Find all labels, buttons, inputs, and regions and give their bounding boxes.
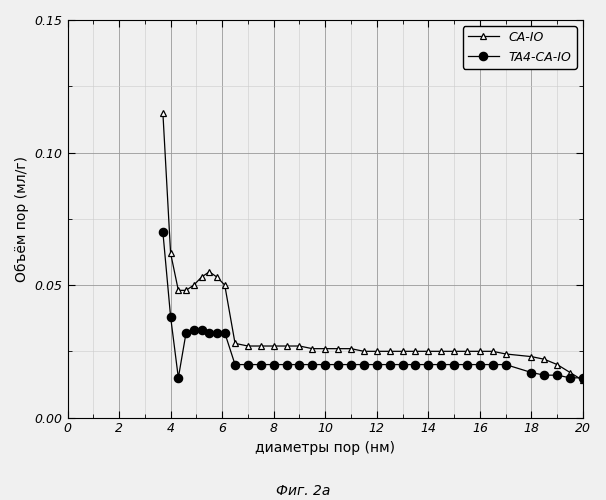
Line: TA4-CA-IO: TA4-CA-IO [159,228,587,382]
CA-IO [283,343,290,349]
TA4-CA-IO [322,362,329,368]
Line: CA-IO: CA-IO [159,110,587,384]
CA-IO [175,288,182,294]
TA4-CA-IO [438,362,445,368]
CA-IO [579,378,587,384]
CA-IO [450,348,458,354]
TA4-CA-IO [412,362,419,368]
CA-IO [205,269,213,275]
TA4-CA-IO [373,362,381,368]
TA4-CA-IO [567,375,574,381]
CA-IO [412,348,419,354]
TA4-CA-IO [159,229,167,235]
CA-IO [296,343,303,349]
TA4-CA-IO [221,330,228,336]
CA-IO [182,288,190,294]
TA4-CA-IO [464,362,471,368]
TA4-CA-IO [502,362,509,368]
TA4-CA-IO [579,375,587,381]
CA-IO [438,348,445,354]
CA-IO [425,348,432,354]
TA4-CA-IO [167,314,175,320]
TA4-CA-IO [335,362,342,368]
CA-IO [554,362,561,368]
TA4-CA-IO [308,362,316,368]
Y-axis label: Объём пор (мл/г): Объём пор (мл/г) [15,156,29,282]
CA-IO [476,348,484,354]
CA-IO [373,348,381,354]
CA-IO [190,282,198,288]
TA4-CA-IO [182,330,190,336]
TA4-CA-IO [175,375,182,381]
CA-IO [399,348,406,354]
TA4-CA-IO [244,362,251,368]
CA-IO [464,348,471,354]
TA4-CA-IO [213,330,221,336]
CA-IO [257,343,264,349]
CA-IO [308,346,316,352]
Legend: CA-IO, TA4-CA-IO: CA-IO, TA4-CA-IO [462,26,577,68]
TA4-CA-IO [554,372,561,378]
TA4-CA-IO [296,362,303,368]
CA-IO [213,274,221,280]
CA-IO [322,346,329,352]
TA4-CA-IO [205,330,213,336]
TA4-CA-IO [190,327,198,333]
TA4-CA-IO [386,362,393,368]
CA-IO [270,343,278,349]
TA4-CA-IO [270,362,278,368]
CA-IO [231,340,239,346]
CA-IO [528,354,535,360]
Text: Фиг. 2a: Фиг. 2a [276,484,330,498]
TA4-CA-IO [347,362,355,368]
X-axis label: диаметры пор (нм): диаметры пор (нм) [255,441,395,455]
TA4-CA-IO [450,362,458,368]
CA-IO [335,346,342,352]
TA4-CA-IO [476,362,484,368]
TA4-CA-IO [425,362,432,368]
TA4-CA-IO [399,362,406,368]
CA-IO [489,348,496,354]
TA4-CA-IO [541,372,548,378]
CA-IO [386,348,393,354]
CA-IO [221,282,228,288]
CA-IO [198,274,205,280]
TA4-CA-IO [257,362,264,368]
CA-IO [502,351,509,357]
CA-IO [567,370,574,376]
CA-IO [159,110,167,116]
TA4-CA-IO [528,370,535,376]
TA4-CA-IO [198,327,205,333]
TA4-CA-IO [283,362,290,368]
TA4-CA-IO [361,362,368,368]
CA-IO [167,250,175,256]
CA-IO [347,346,355,352]
TA4-CA-IO [489,362,496,368]
CA-IO [244,343,251,349]
TA4-CA-IO [231,362,239,368]
CA-IO [541,356,548,362]
CA-IO [361,348,368,354]
